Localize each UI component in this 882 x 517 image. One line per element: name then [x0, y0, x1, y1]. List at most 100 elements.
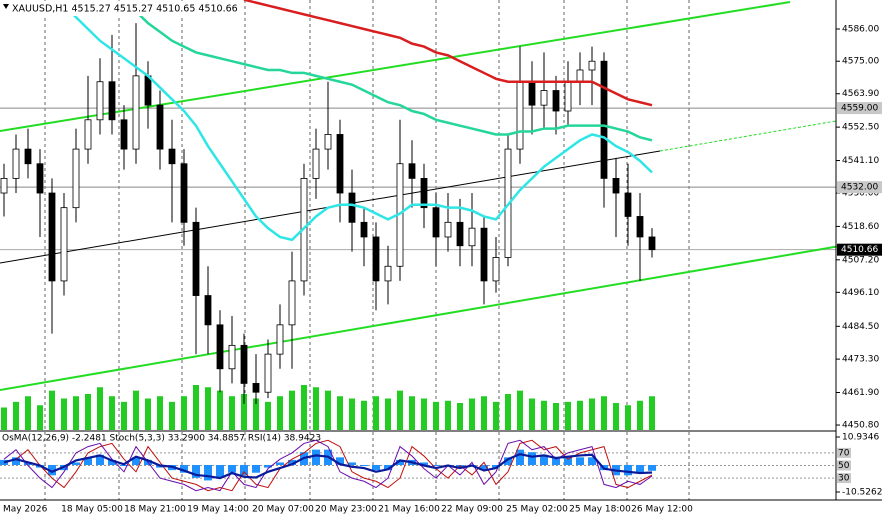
volume-bar [325, 390, 331, 430]
osma-bar [72, 462, 80, 466]
candle-body [408, 163, 416, 179]
y-tick-label: 4507.20 [842, 255, 879, 265]
candle-body [348, 192, 356, 223]
osma-bar [360, 465, 368, 467]
candle-body [48, 192, 56, 282]
volume-bar [205, 387, 211, 430]
osc-tick-label: 50 [838, 461, 850, 471]
y-tick-label: 4461.90 [842, 388, 879, 398]
candle-body [240, 344, 248, 384]
level-label: 4559.00 [841, 104, 878, 114]
osma-bar [132, 457, 140, 466]
volume-bar [469, 398, 475, 430]
candle-body [588, 60, 596, 71]
y-tick-label: 4450.80 [842, 421, 879, 431]
candle-body [468, 227, 476, 247]
candle-body [492, 257, 500, 282]
osma-bar [420, 462, 428, 466]
volume-bar [181, 396, 187, 430]
candle-body [24, 148, 32, 165]
volume-bar [133, 390, 139, 430]
volume-bar [541, 400, 547, 430]
osma-bar [336, 457, 344, 466]
channel-lower [0, 245, 841, 391]
osma-bar [456, 465, 464, 468]
volume-bar [313, 387, 319, 430]
candle-body [252, 383, 260, 393]
osma-tick-label: 10.9346 [842, 433, 879, 443]
y-tick-label: 4518.60 [842, 222, 879, 232]
oscillator-line [3, 439, 653, 492]
candle-body [108, 81, 116, 121]
chart-title: XAUUSD,H1 4515.27 4515.27 4510.65 4510.6… [12, 4, 238, 15]
volume-bar [481, 396, 487, 430]
osma-bar [312, 449, 320, 466]
osma-bar [216, 465, 224, 478]
osma-bar [636, 465, 644, 473]
candle-body [360, 221, 368, 238]
volume-bar [457, 403, 463, 430]
candle-body [228, 344, 236, 370]
candle-body [84, 119, 92, 150]
osma-bar [528, 452, 536, 466]
osma-bar [240, 465, 248, 476]
oscillator-line [3, 453, 653, 480]
candle-body [216, 324, 224, 370]
x-tick-label: 25 May 18:00 [569, 505, 631, 515]
x-tick-label: 25 May 02:00 [506, 505, 568, 515]
volume-bar [145, 398, 151, 430]
candle-body [324, 134, 332, 150]
y-tick-label: 4541.10 [842, 156, 879, 166]
level-label-bg [837, 181, 882, 194]
candle-body [540, 90, 548, 106]
volume-bar [265, 401, 271, 430]
candle-body [132, 75, 140, 150]
volume-bar [193, 385, 199, 430]
candle-body [576, 69, 584, 83]
y-tick-label: 4552.50 [842, 123, 879, 133]
osma-bar [180, 465, 188, 473]
title-icon [3, 4, 9, 9]
osc-tick-bg [837, 447, 851, 458]
candle-body [636, 216, 644, 238]
candle-body [180, 163, 188, 223]
volume-bar [385, 398, 391, 430]
osma-bar [204, 465, 212, 481]
osma-bar [540, 454, 548, 466]
candle-body [612, 177, 620, 194]
volume-bar [277, 396, 283, 430]
osma-bar [552, 457, 560, 466]
osma-bar [624, 465, 632, 476]
volume-bar [25, 396, 31, 430]
osma-bar [432, 465, 440, 467]
osma-bar [480, 465, 488, 471]
volume-bar [13, 401, 19, 430]
last-price-bg [837, 243, 882, 256]
x-tick-label: 15 May 2026 [0, 505, 48, 515]
candle-body [72, 148, 80, 209]
y-tick-label: 4586.00 [842, 24, 879, 34]
volume-bar [493, 401, 499, 430]
osma-bar [12, 457, 20, 466]
volume-bar [601, 396, 607, 430]
x-tick-label: 26 May 12:00 [631, 505, 693, 515]
volume-bar [529, 398, 535, 430]
volume-bar [517, 390, 523, 430]
osma-bar [84, 457, 92, 466]
candle-body [312, 148, 320, 179]
volume-bar [169, 401, 175, 430]
moving-average [135, 10, 653, 142]
volume-bar [301, 385, 307, 430]
osma-bar [276, 462, 284, 466]
volume-bar [85, 394, 91, 430]
osma-bar [492, 465, 500, 468]
osc-tick-bg [837, 460, 851, 471]
volume-bar [229, 396, 235, 430]
volume-bar [73, 396, 79, 430]
volume-bar [361, 400, 367, 430]
candle-body [600, 60, 608, 179]
osma-bar [564, 457, 572, 466]
candle-body [648, 236, 656, 251]
volume-bar [625, 405, 631, 430]
